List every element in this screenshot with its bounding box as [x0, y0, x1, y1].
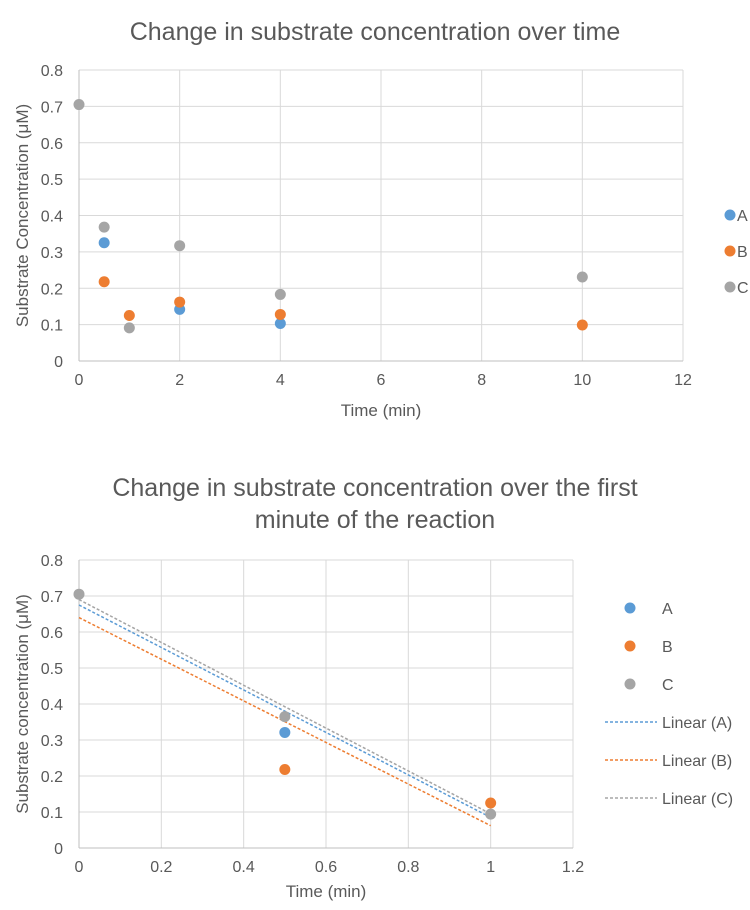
y-tick-label: 0.4 [41, 209, 63, 226]
x-tick-label: 10 [573, 372, 591, 389]
data-point-b [174, 296, 186, 308]
data-point-b [576, 319, 588, 331]
legend-marker-b [724, 245, 736, 257]
x-tick-label: 2 [175, 372, 184, 389]
data-point-c [73, 588, 85, 600]
y-tick-label: 0.1 [41, 805, 63, 822]
x-tick-label: 0.2 [150, 859, 172, 876]
y-tick-label: 0.1 [41, 318, 63, 335]
legend-label-b: B [737, 244, 748, 261]
y-tick-label: 0.4 [41, 697, 63, 714]
data-point-c [73, 99, 85, 111]
x-tick-label: 0.8 [397, 859, 419, 876]
legend-label-c: C [662, 677, 674, 694]
x-tick-label: 0.4 [233, 859, 255, 876]
legend-label-linearb: Linear (B) [662, 753, 732, 770]
data-point-c [274, 288, 286, 300]
y-tick-label: 0.6 [41, 136, 63, 153]
x-tick-label: 0 [75, 372, 84, 389]
legend-marker-c [624, 678, 636, 690]
x-tick-label: 0 [75, 859, 84, 876]
x-tick-label: 4 [276, 372, 285, 389]
chart-title: Change in substrate concentration over t… [130, 18, 621, 46]
x-tick-label: 6 [377, 372, 386, 389]
legend-marker-c [724, 281, 736, 293]
legend-label-a: A [662, 601, 673, 618]
legend-label-lineara: Linear (A) [662, 715, 732, 732]
y-tick-label: 0.2 [41, 281, 63, 298]
data-point-a [98, 237, 110, 249]
x-tick-label: 0.6 [315, 859, 337, 876]
data-point-c [123, 322, 135, 334]
x-tick-label: 1 [486, 859, 495, 876]
data-point-c [98, 221, 110, 233]
y-tick-label: 0.3 [41, 245, 63, 262]
data-point-a [279, 726, 291, 738]
y-axis-label: Substrate Concentration (μM) [13, 104, 32, 327]
x-tick-label: 1.2 [562, 859, 584, 876]
chart-title: minute of the reaction [255, 506, 495, 534]
y-tick-label: 0.2 [41, 769, 63, 786]
legend-marker-a [624, 602, 636, 614]
y-tick-label: 0 [54, 354, 63, 371]
chart-2-svg: Change in substrate concentration over t… [13, 474, 733, 901]
x-axis-label: Time (min) [286, 882, 367, 901]
chart-title: Change in substrate concentration over t… [112, 474, 637, 502]
x-tick-label: 12 [674, 372, 692, 389]
y-tick-label: 0.5 [41, 172, 63, 189]
y-tick-label: 0.5 [41, 661, 63, 678]
legend-label-c: C [737, 280, 749, 297]
data-point-b [279, 764, 291, 776]
trendline-linearc [78, 598, 492, 815]
data-point-c [485, 808, 497, 820]
x-axis-label: Time (min) [341, 401, 422, 420]
data-point-b [485, 797, 497, 809]
y-tick-label: 0.3 [41, 733, 63, 750]
x-tick-label: 8 [477, 372, 486, 389]
y-tick-label: 0.7 [41, 99, 63, 116]
data-point-b [98, 276, 110, 288]
y-tick-label: 0 [54, 841, 63, 858]
y-tick-label: 0.7 [41, 589, 63, 606]
legend-label-linearc: Linear (C) [662, 791, 733, 808]
legend-marker-a [724, 209, 736, 221]
legend-label-b: B [662, 639, 673, 656]
legend-marker-b [624, 640, 636, 652]
y-tick-label: 0.8 [41, 553, 63, 570]
data-point-c [279, 711, 291, 723]
legend-label-a: A [737, 208, 748, 225]
data-point-c [576, 271, 588, 283]
chart-substrate-over-time: Change in substrate concentration over t… [0, 0, 750, 440]
chart-substrate-first-minute: Change in substrate concentration over t… [0, 460, 750, 910]
data-point-a [274, 318, 286, 330]
chart-1-svg: Change in substrate concentration over t… [13, 18, 749, 420]
y-tick-label: 0.6 [41, 625, 63, 642]
data-point-b [123, 310, 135, 322]
y-tick-label: 0.8 [41, 63, 63, 80]
data-point-b [274, 308, 286, 320]
y-axis-label: Substrate concentration (μM) [13, 594, 32, 814]
data-point-c [174, 240, 186, 252]
